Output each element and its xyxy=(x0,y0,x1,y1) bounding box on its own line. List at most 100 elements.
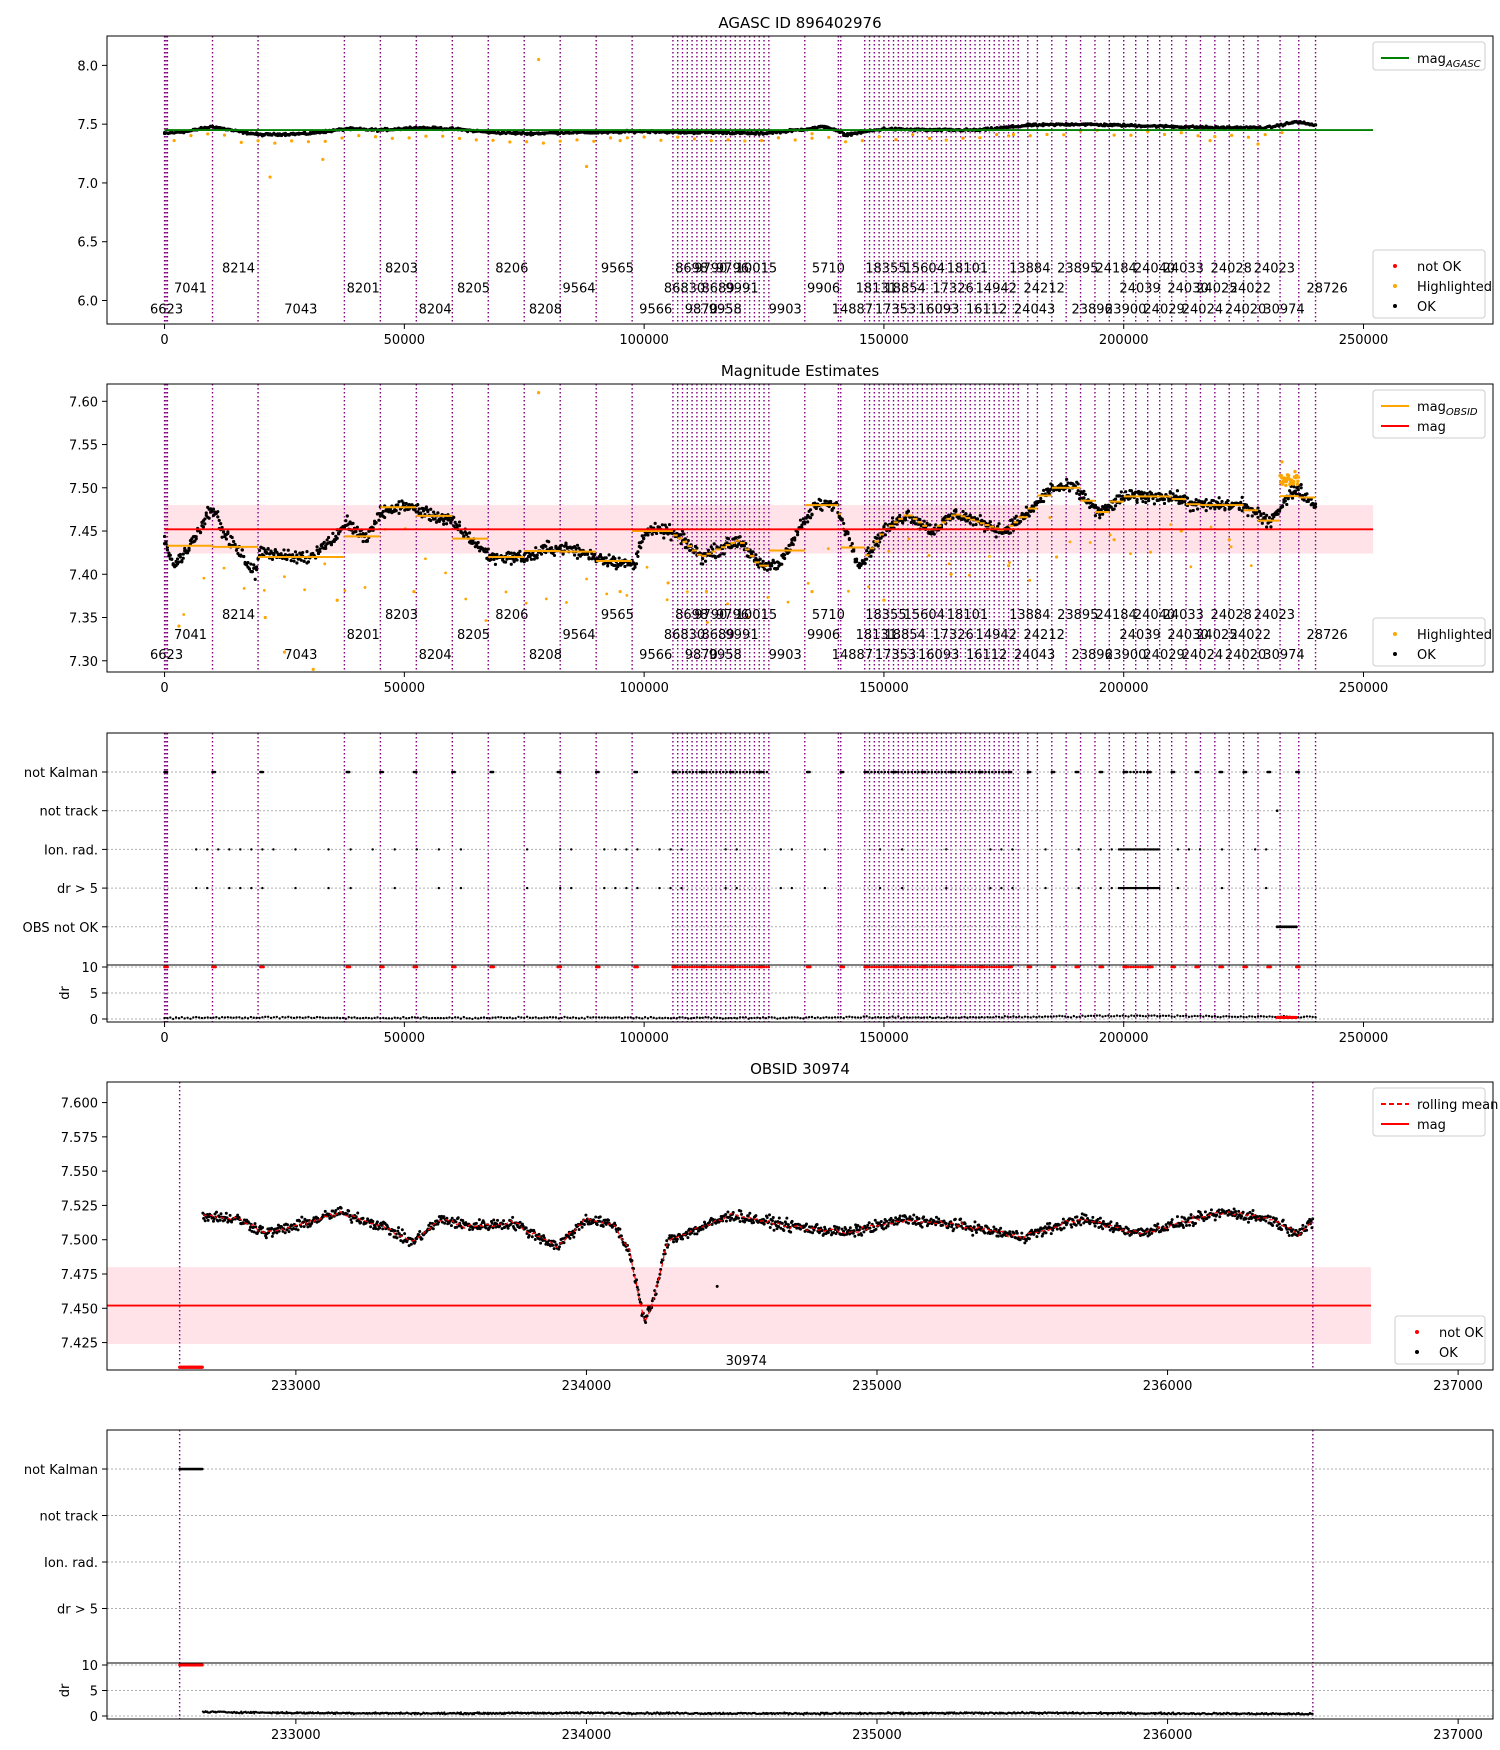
highlighted-point xyxy=(323,139,327,143)
ok-point xyxy=(1256,515,1260,519)
dr-point xyxy=(669,1017,673,1020)
ok-point xyxy=(397,500,401,504)
dr-point xyxy=(459,1017,463,1020)
ok-point xyxy=(270,1234,274,1238)
obsid-label: 8205 xyxy=(457,628,490,643)
dr-not-ok-point xyxy=(415,965,419,969)
not-kalman-point xyxy=(808,770,811,774)
dr-point xyxy=(874,1016,877,1019)
dr-gt-5-point xyxy=(900,886,904,890)
ok-point xyxy=(607,553,611,557)
dr-point xyxy=(1141,1014,1145,1018)
ok-point xyxy=(1226,498,1230,503)
dr-point xyxy=(638,1016,641,1020)
dr-point xyxy=(911,1016,914,1019)
legend-marker-not OK xyxy=(1393,264,1397,268)
ok-point xyxy=(1134,490,1138,494)
dr-gt-5-point xyxy=(680,886,683,890)
highlighted-point xyxy=(1149,550,1152,554)
ok-point xyxy=(788,543,793,547)
dr-not-ok-point xyxy=(685,965,689,969)
dr-point xyxy=(1176,1014,1179,1017)
ok-point xyxy=(1260,521,1264,525)
dr-gt-5-point xyxy=(989,886,992,890)
ion-rad-point xyxy=(1220,848,1224,851)
ion-rad-point xyxy=(250,848,253,851)
dr-point xyxy=(747,1017,750,1020)
dr-not-ok-point xyxy=(738,965,742,969)
dr-not-ok-point xyxy=(1141,965,1145,969)
dr-point xyxy=(925,1016,929,1019)
ion-rad-point xyxy=(570,848,573,851)
highlighted-point xyxy=(1227,538,1231,542)
not-kalman-point xyxy=(950,770,954,774)
highlighted-point xyxy=(894,138,898,142)
dr-gt-5-point xyxy=(1099,886,1102,890)
dr-not-ok-point xyxy=(695,965,699,969)
ok-point xyxy=(361,1216,365,1220)
dr-point xyxy=(336,1016,339,1019)
dr-not-ok-point xyxy=(741,965,744,969)
xtick-label: 50000 xyxy=(384,681,425,696)
ok-point xyxy=(1213,507,1217,511)
dr-not-ok-point xyxy=(906,965,910,969)
ion-rad-point xyxy=(603,848,606,851)
dr-point xyxy=(1118,1014,1122,1018)
dr-point xyxy=(882,1016,886,1019)
highlighted-point xyxy=(1088,541,1092,544)
dr-point xyxy=(563,1015,566,1019)
ok-point xyxy=(1093,503,1098,507)
ion-rad-point xyxy=(393,848,396,851)
ok-point xyxy=(416,503,420,507)
dr-not-ok-point xyxy=(690,965,694,969)
obsid-label: 9566 xyxy=(639,648,672,663)
dr-not-ok-point xyxy=(997,965,1001,969)
ok-point xyxy=(701,562,705,566)
dr-gt-5-point xyxy=(1077,886,1080,890)
dr-point xyxy=(695,1016,699,1019)
obsid-label: 24025 xyxy=(1196,281,1237,296)
not-kalman-point xyxy=(752,770,755,774)
dr-point xyxy=(641,1017,644,1020)
ok-point xyxy=(772,561,777,565)
ok-point xyxy=(560,543,564,547)
dr-point xyxy=(1144,1015,1147,1018)
dr-point xyxy=(661,1017,664,1020)
not-kalman-point xyxy=(841,770,845,774)
dr-point xyxy=(1205,1014,1208,1017)
dr-point xyxy=(327,1016,330,1020)
not-kalman-point xyxy=(681,770,685,774)
ok-point xyxy=(633,565,637,569)
ok-point xyxy=(476,540,480,545)
dr-point xyxy=(379,1017,382,1020)
not-kalman-point xyxy=(1139,770,1142,774)
dr-point xyxy=(928,1015,932,1019)
legend-label: mag xyxy=(1417,420,1446,435)
dr-point xyxy=(620,1017,624,1020)
obsid-label: 8206 xyxy=(495,261,528,276)
dr-point xyxy=(764,1016,768,1020)
dr-point xyxy=(192,1016,195,1019)
highlighted-point xyxy=(786,600,790,604)
dr-point xyxy=(603,1016,607,1019)
dr-point xyxy=(523,1016,526,1020)
legend-box xyxy=(1372,41,1486,71)
ok-point xyxy=(549,546,554,550)
dr-not-ok-point xyxy=(683,965,687,969)
ok-point xyxy=(522,560,526,564)
ok-point xyxy=(801,517,805,521)
highlighted-point xyxy=(860,138,864,143)
dr-point xyxy=(1150,1014,1153,1017)
dr-gt-5-point xyxy=(1000,886,1003,890)
ok-point xyxy=(524,551,528,555)
highlighted-point xyxy=(826,547,830,551)
ok-point xyxy=(206,1218,210,1222)
not-kalman-point xyxy=(863,770,867,774)
dr-point xyxy=(931,1016,935,1020)
ok-point xyxy=(298,1219,302,1223)
ok-point xyxy=(424,505,429,509)
dr-not-ok-point xyxy=(681,965,684,969)
dr-point xyxy=(479,1016,483,1020)
ok-point xyxy=(247,567,252,571)
